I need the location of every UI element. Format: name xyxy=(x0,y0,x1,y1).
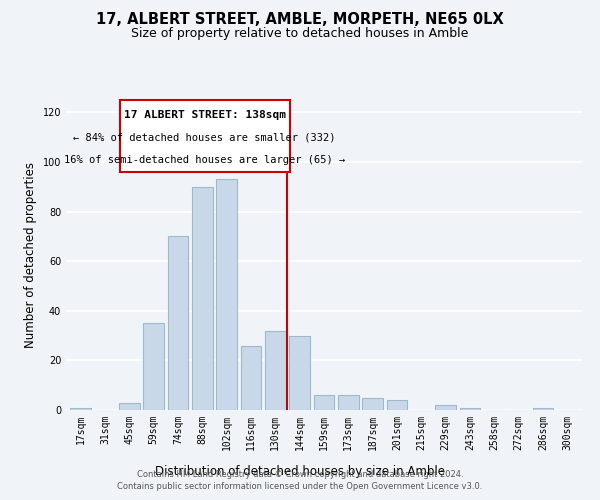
Bar xyxy=(192,187,212,410)
FancyBboxPatch shape xyxy=(119,100,290,172)
Text: 17 ALBERT STREET: 138sqm: 17 ALBERT STREET: 138sqm xyxy=(124,110,286,120)
Bar xyxy=(314,395,334,410)
Bar xyxy=(167,236,188,410)
Bar xyxy=(460,408,481,410)
Text: 17, ALBERT STREET, AMBLE, MORPETH, NE65 0LX: 17, ALBERT STREET, AMBLE, MORPETH, NE65 … xyxy=(96,12,504,28)
Bar xyxy=(265,330,286,410)
Text: 16% of semi-detached houses are larger (65) →: 16% of semi-detached houses are larger (… xyxy=(64,154,346,164)
Text: ← 84% of detached houses are smaller (332): ← 84% of detached houses are smaller (33… xyxy=(73,132,336,142)
Bar xyxy=(362,398,383,410)
Bar xyxy=(289,336,310,410)
Bar xyxy=(119,402,140,410)
Bar xyxy=(338,395,359,410)
Bar xyxy=(386,400,407,410)
Bar xyxy=(533,408,553,410)
Text: Size of property relative to detached houses in Amble: Size of property relative to detached ho… xyxy=(131,28,469,40)
Text: Distribution of detached houses by size in Amble: Distribution of detached houses by size … xyxy=(155,464,445,477)
Y-axis label: Number of detached properties: Number of detached properties xyxy=(24,162,37,348)
Bar xyxy=(70,408,91,410)
Bar xyxy=(143,323,164,410)
Bar xyxy=(436,405,456,410)
Bar xyxy=(216,180,237,410)
Bar xyxy=(241,346,262,410)
Text: Contains HM Land Registry data © Crown copyright and database right 2024.
Contai: Contains HM Land Registry data © Crown c… xyxy=(118,470,482,491)
